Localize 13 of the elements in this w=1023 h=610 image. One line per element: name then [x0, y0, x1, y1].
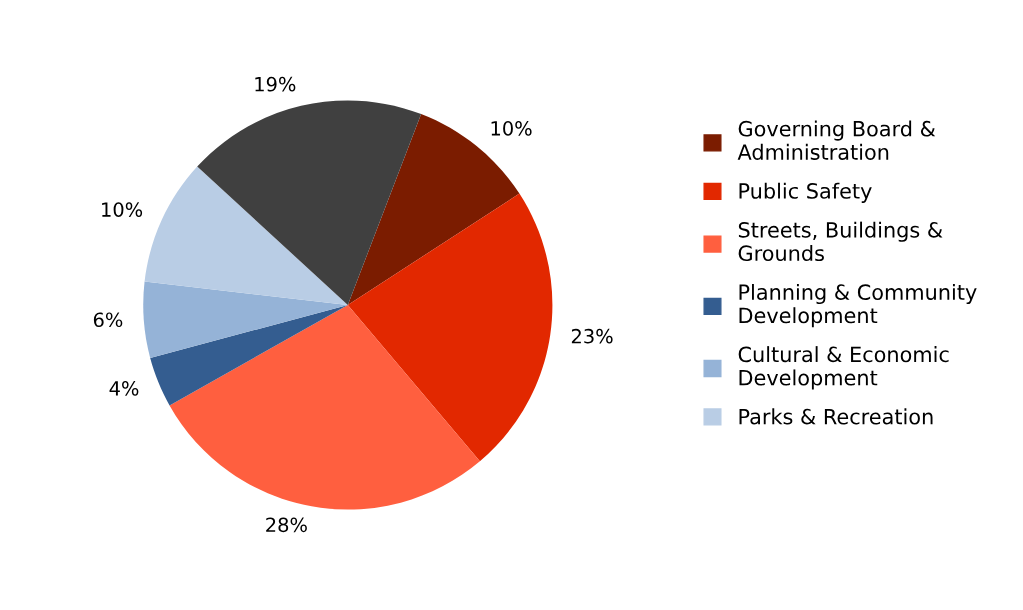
- legend-label: Planning & Community Development: [739, 283, 977, 328]
- legend-label: Parks & Recreation: [739, 408, 933, 425]
- data-label: 10%: [102, 202, 143, 217]
- data-label: 6%: [93, 312, 123, 328]
- data-label: 4%: [109, 380, 139, 396]
- legend-label: Governing Board & Administration: [737, 120, 936, 160]
- data-label: 23%: [571, 328, 613, 344]
- data-label: 19%: [255, 76, 296, 92]
- data-label: 10%: [491, 121, 532, 136]
- data-label: 28%: [266, 517, 307, 533]
- legend-label: Public Safety: [739, 182, 872, 203]
- legend-label: Streets, Buildings & Grounds: [738, 221, 943, 262]
- legend-label: Cultural & Economic Development: [738, 346, 949, 390]
